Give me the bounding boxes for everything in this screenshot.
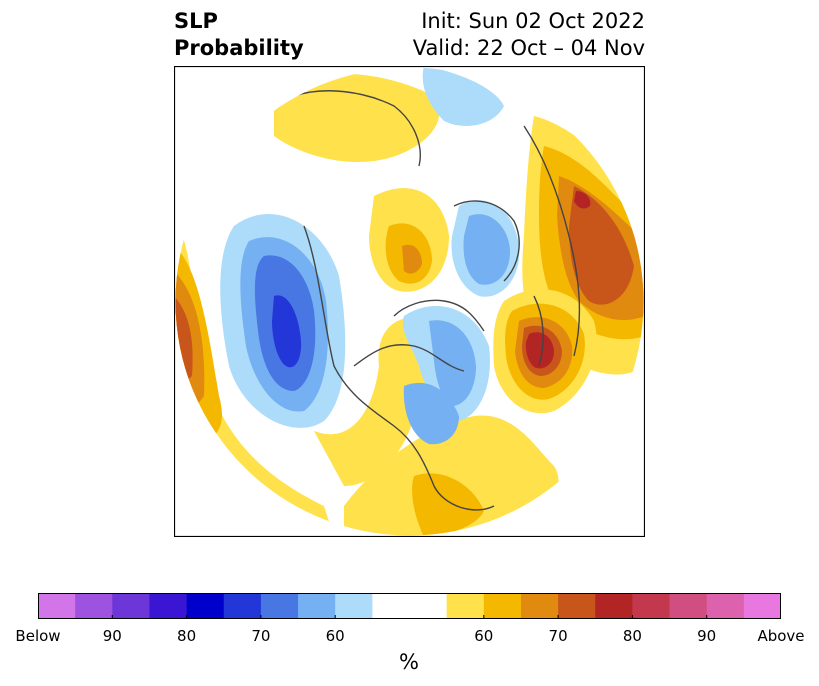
map-frame	[174, 66, 645, 537]
colorbar-segment	[112, 593, 150, 619]
colorbar-tick-label: Above	[757, 627, 805, 645]
colorbar-segment	[632, 593, 671, 619]
colorbar-segment	[260, 593, 299, 619]
colorbar-segment	[186, 593, 225, 619]
colorbar-tick-label: 80	[622, 627, 642, 645]
colorbar-tick-label: 80	[177, 627, 197, 645]
colorbar-segment	[446, 593, 485, 619]
colorbar-segment	[372, 593, 410, 619]
probability-map	[174, 66, 645, 537]
colorbar-segment	[75, 593, 113, 619]
valid-period: Valid: 22 Oct – 04 Nov	[412, 36, 645, 60]
colorbar-svg	[38, 593, 782, 619]
probability-shading	[175, 67, 644, 536]
colorbar-tick-label: 70	[251, 627, 271, 645]
colorbar-unit: %	[399, 650, 419, 674]
colorbar-segment	[335, 593, 373, 619]
colorbar-tick-label: Below	[15, 627, 61, 645]
coastlines	[293, 90, 581, 511]
colorbar-segment	[743, 593, 782, 619]
colorbar-tick-label: 60	[474, 627, 494, 645]
forecast-dates: Init: Sun 02 Oct 2022 Valid: 22 Oct – 04…	[413, 8, 645, 62]
title-variable: SLP	[174, 9, 218, 33]
colorbar-tick-label: 90	[697, 627, 717, 645]
colorbar-segment	[223, 593, 262, 619]
colorbar-segment	[298, 593, 336, 619]
map-title: SLP Probability	[174, 8, 304, 62]
colorbar-segment	[483, 593, 522, 619]
colorbar-tick-label: 90	[102, 627, 122, 645]
colorbar-segment	[520, 593, 559, 619]
colorbar-segment	[38, 593, 76, 619]
colorbar-frame	[38, 593, 781, 619]
colorbar-tick-label: 70	[548, 627, 568, 645]
colorbar-segment	[706, 593, 745, 619]
colorbar-tick-label: 60	[325, 627, 345, 645]
colorbar-segment	[595, 593, 633, 619]
colorbar-segment	[558, 593, 596, 619]
colorbar-segment	[409, 593, 448, 619]
polar-map-svg	[174, 66, 645, 537]
title-variable-type: Probability	[174, 36, 304, 60]
init-date: Init: Sun 02 Oct 2022	[421, 9, 645, 33]
colorbar-segment	[669, 593, 708, 619]
colorbar	[38, 593, 782, 619]
colorbar-segment	[149, 593, 188, 619]
